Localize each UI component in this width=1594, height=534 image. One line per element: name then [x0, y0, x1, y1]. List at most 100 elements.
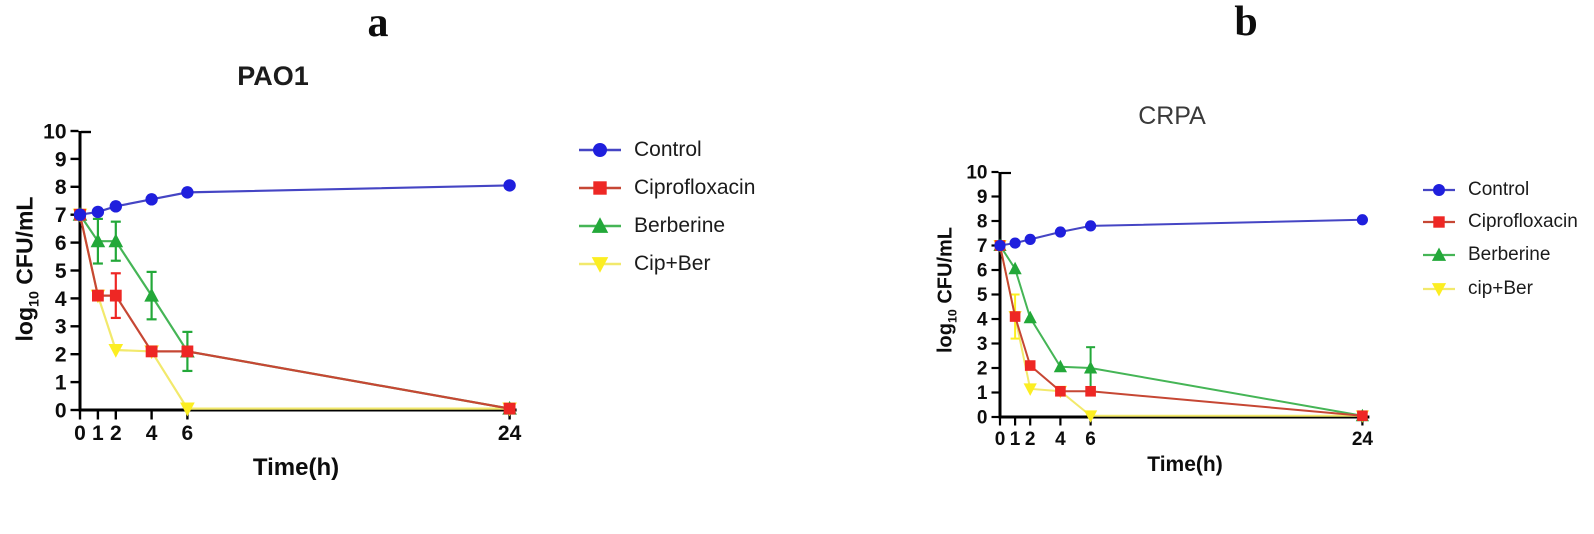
cip-ber-legend-marker-icon [579, 257, 621, 273]
cip-ber-marker-icon [108, 343, 124, 358]
legend-marker-shape [1431, 283, 1447, 297]
control-legend-marker-icon [1423, 184, 1455, 196]
x-tick-label: 0 [74, 422, 86, 445]
y-tick-label: 5 [977, 285, 988, 306]
control-marker-icon [1356, 214, 1368, 226]
legend-item-berberine: Berberine [578, 214, 725, 238]
control-marker-icon [1085, 220, 1097, 232]
legend-label: cip+Ber [1468, 278, 1533, 299]
y-label-subscript: 10 [945, 309, 960, 324]
y-tick-label: 5 [55, 260, 67, 283]
legend-item-cip-ber: cip+Ber [1422, 278, 1533, 300]
berberine-marker-icon [1083, 361, 1098, 374]
ciprofloxacin-marker-icon [109, 289, 122, 302]
series-line-cip-ber [999, 245, 1363, 417]
series-line-control [999, 218, 1363, 247]
control-marker-icon [91, 205, 105, 219]
legend-label: Control [1468, 179, 1530, 200]
series-line-berberine [79, 214, 510, 410]
legend-marker-shape [591, 257, 609, 273]
berberine-marker-icon [108, 233, 124, 248]
berberine-marker-icon [1023, 310, 1037, 324]
legend-label: Ciprofloxacin [1468, 211, 1578, 232]
y-tick-label: 1 [977, 383, 988, 404]
x-tick-label: 4 [146, 422, 158, 445]
legend-label: Cip+Ber [634, 252, 711, 275]
x-tick-label: 0 [995, 429, 1006, 450]
x-axis-label-a: Time(h) [252, 454, 340, 481]
cip-ber-marker-icon [1083, 410, 1098, 423]
y-label-units: CFU/mL [11, 196, 38, 292]
y-tick-label: 2 [977, 359, 988, 380]
legend-marker-shape [1431, 247, 1447, 261]
y-tick-label: 8 [55, 176, 67, 199]
y-tick-label: 3 [55, 316, 67, 339]
control-marker-icon [73, 208, 87, 221]
control-marker-icon [503, 179, 516, 192]
series-line-cip-ber [78, 214, 510, 410]
y-label-text: log [11, 306, 38, 342]
ciprofloxacin-legend-marker-icon [1423, 216, 1455, 228]
ciprofloxacin-legend-marker-icon [579, 181, 621, 195]
x-tick-label: 24 [1352, 429, 1374, 450]
legend-item-control: Control [1422, 179, 1529, 201]
panel-label-a: a [367, 0, 389, 46]
y-tick-label: 1 [55, 371, 67, 394]
x-tick-label: 6 [1085, 429, 1096, 450]
ciprofloxacin-marker-icon [1009, 311, 1021, 322]
x-tick-label: 1 [1010, 429, 1021, 450]
legend-marker-shape [593, 143, 607, 157]
series-line-berberine [999, 244, 1363, 417]
y-tick-label: 6 [977, 261, 988, 282]
y-tick-label: 10 [966, 163, 987, 184]
y-label-text: log [934, 323, 957, 354]
x-tick-label: 2 [110, 422, 122, 445]
control-marker-icon [994, 239, 1006, 252]
x-axis-label-b: Time(h) [1147, 453, 1223, 476]
chart-title-pao1: PAO1 [237, 61, 309, 91]
legend-item-ciprofloxacin: Ciprofloxacin [578, 176, 755, 200]
legend-item-control: Control [578, 138, 702, 162]
cip-ber-marker-icon [180, 402, 195, 417]
ciprofloxacin-marker-icon [503, 402, 516, 415]
series-line-control [79, 184, 510, 216]
control-marker-icon [109, 200, 123, 213]
y-tick-label: 0 [977, 408, 988, 429]
panel-label-b: b [1234, 0, 1258, 45]
legend-item-ciprofloxacin: Ciprofloxacin [1422, 211, 1578, 233]
legend-label: Berberine [634, 214, 726, 237]
y-tick-label: 7 [977, 236, 988, 257]
control-marker-icon [1024, 233, 1036, 245]
legend-item-cip-ber: Cip+Ber [578, 252, 710, 276]
legend-marker-shape [1433, 184, 1445, 196]
berberine-marker-icon [90, 233, 106, 248]
x-tick-label: 2 [1025, 429, 1036, 450]
y-tick-label: 10 [43, 120, 66, 143]
y-tick-label: 0 [55, 399, 67, 422]
y-axis-label-a: log10 CFU/mL [12, 197, 43, 342]
x-tick-label: 24 [498, 422, 522, 445]
y-tick-label: 8 [977, 212, 988, 233]
cip-ber-legend-marker-icon [1423, 283, 1455, 297]
y-label-units: CFU/mL [934, 226, 957, 310]
control-marker-icon [1054, 226, 1066, 238]
berberine-legend-marker-icon [579, 217, 621, 233]
legend-label: Control [634, 138, 702, 161]
control-legend-marker-icon [579, 143, 621, 157]
y-tick-label: 9 [55, 148, 67, 171]
ciprofloxacin-marker-icon [1085, 385, 1096, 397]
ciprofloxacin-marker-icon [181, 345, 194, 358]
x-tick-label: 6 [182, 422, 194, 445]
control-marker-icon [145, 193, 158, 206]
y-label-subscript: 10 [26, 291, 43, 307]
y-axis-label-b: log10 CFU/mL [935, 227, 960, 353]
ciprofloxacin-marker-icon [1055, 385, 1066, 397]
legend-marker-shape [593, 181, 607, 195]
y-tick-label: 4 [977, 310, 988, 331]
series-line-ciprofloxacin [999, 245, 1363, 417]
control-marker-icon [181, 186, 194, 199]
legend-marker-shape [1433, 216, 1445, 228]
ciprofloxacin-marker-icon [92, 289, 104, 302]
series-line-ciprofloxacin [78, 214, 510, 410]
